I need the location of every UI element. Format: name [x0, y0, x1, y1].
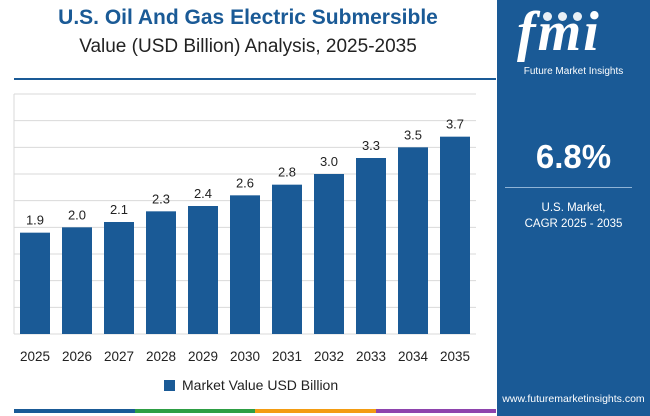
x-tick-2027: 2027 [104, 349, 134, 364]
data-label-2034: 3.5 [404, 127, 422, 142]
data-label-2032: 3.0 [320, 154, 338, 169]
bar-2025 [20, 232, 50, 334]
legend: Market Value USD Billion [164, 376, 338, 394]
x-tick-2031: 2031 [272, 349, 302, 364]
logo-text: fmi [517, 1, 601, 63]
legend-swatch [164, 379, 175, 391]
cagr-label-line1: U.S. Market, [541, 202, 606, 214]
bottom-bar-segment [255, 409, 376, 413]
chart-title: U.S. Oil And Gas Electric Submersible [58, 6, 438, 29]
bar-2027 [104, 222, 134, 334]
bar-2026 [62, 227, 92, 334]
data-label-2026: 2.0 [68, 207, 86, 222]
bar-2030 [230, 195, 260, 334]
x-tick-2030: 2030 [230, 349, 260, 364]
x-tick-2035: 2035 [440, 349, 470, 364]
bottom-color-bar [14, 409, 496, 413]
data-label-2028: 2.3 [152, 191, 170, 206]
data-label-2031: 2.8 [278, 165, 296, 180]
data-label-2030: 2.6 [236, 175, 254, 190]
bar-2032 [314, 174, 344, 334]
cagr-value: 6.8% [535, 138, 612, 175]
data-label-2035: 3.7 [446, 117, 464, 132]
data-label-2025: 1.9 [26, 213, 44, 228]
x-tick-2029: 2029 [188, 349, 218, 364]
bar-2031 [272, 184, 302, 334]
x-tick-2026: 2026 [62, 349, 92, 364]
bottom-bar-segment [14, 409, 135, 413]
bottom-bar-segment [375, 409, 496, 413]
fmi-logo: fmi Future Market Insights [507, 1, 640, 80]
bottom-bar-segment [134, 409, 255, 413]
bar-2035 [440, 136, 470, 334]
website-link[interactable]: www.futuremarketinsights.com [502, 393, 645, 405]
chart-subtitle: Value (USD Billion) Analysis, 2025-2035 [79, 36, 417, 57]
bar-2029 [188, 206, 218, 334]
data-label-2027: 2.1 [110, 202, 128, 217]
cagr-divider [505, 187, 632, 188]
x-tick-2032: 2032 [314, 349, 344, 364]
data-label-2033: 3.3 [362, 138, 380, 153]
x-tick-2034: 2034 [398, 349, 429, 364]
side-panel: fmi Future Market Insights 6.8% U.S. Mar… [497, 0, 650, 416]
title-divider [14, 78, 496, 80]
bar-2033 [356, 158, 386, 334]
logo-caption: Future Market Insights [523, 66, 624, 77]
bar-2028 [146, 211, 176, 334]
cagr-label-line2: CAGR 2025 - 2035 [524, 218, 623, 230]
x-tick-2033: 2033 [356, 349, 386, 364]
x-tick-2025: 2025 [20, 349, 50, 364]
cagr-label: U.S. Market, CAGR 2025 - 2035 [497, 200, 650, 232]
bar-chart: 1.9 2025 2.0 2026 2.1 2027 2.3 2028 2.4 2029 2.6 20… [13, 93, 476, 364]
x-tick-2028: 2028 [146, 349, 176, 364]
data-label-2029: 2.4 [194, 186, 212, 201]
legend-label: Market Value USD Billion [182, 377, 339, 393]
bar-2034 [398, 147, 428, 334]
logo-dots [543, 12, 582, 21]
